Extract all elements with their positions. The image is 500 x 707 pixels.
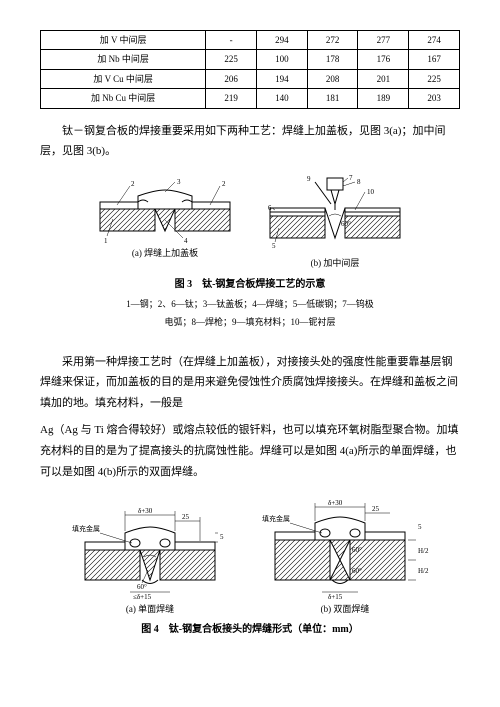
fig3b-svg: 60° 5 6 7 8 9 10 <box>265 174 405 254</box>
figure-4b: 60° 60° δ+30 25 5 H/2 H/2 填充金属 δ+15 (b) … <box>260 495 430 616</box>
svg-text:2: 2 <box>222 180 226 188</box>
filler-label: 填充金属 <box>72 524 100 533</box>
cell: - <box>206 31 257 50</box>
cell: 225 <box>206 50 257 69</box>
cell: 189 <box>358 89 409 108</box>
cell: 176 <box>358 50 409 69</box>
svg-text:60°: 60° <box>352 567 362 575</box>
dim-dd15: ≤δ+15 <box>133 593 152 600</box>
fig4a-svg: 60° δ+30 25 5 填充金属 ≤δ+15 <box>70 495 230 600</box>
cell: 178 <box>307 50 358 69</box>
fig4b-label: (b) 双面焊缝 <box>260 602 430 616</box>
figure-4-row: 60° δ+30 25 5 填充金属 ≤δ+15 (a) 单面焊缝 <box>40 495 460 616</box>
dim-h2b: H/2 <box>418 567 429 575</box>
svg-text:1: 1 <box>104 237 108 244</box>
filler-label-b: 填充金属 <box>262 514 290 523</box>
fig3-legend1: 1—钢；2、6—钛；3—钛盖板；4—焊缝；5—低碳钢；7—钨极 <box>40 297 460 311</box>
svg-text:7: 7 <box>349 174 353 182</box>
cell: 294 <box>256 31 307 50</box>
svg-text:8: 8 <box>357 178 361 186</box>
cell: 201 <box>358 69 409 88</box>
cell-label: 加 V Cu 中间层 <box>41 69 206 88</box>
table-row: 加 Nb Cu 中间层 219 140 181 189 203 <box>41 89 460 108</box>
svg-text:9: 9 <box>307 175 311 183</box>
table-row: 加 V Cu 中间层 206 194 208 201 225 <box>41 69 460 88</box>
fig4b-svg: 60° 60° δ+30 25 5 H/2 H/2 填充金属 δ+15 <box>260 495 430 600</box>
svg-text:5: 5 <box>272 242 276 250</box>
fig3-caption: 图 3 钛-钢复合板焊接工艺的示意 <box>40 277 460 293</box>
cell: 225 <box>409 69 460 88</box>
svg-text:60°: 60° <box>137 583 147 591</box>
fig3a-svg: 1 2 3 2 4 <box>95 174 235 244</box>
svg-text:6: 6 <box>268 204 272 212</box>
figure-3-row: 1 2 3 2 4 (a) 焊缝上加盖板 <box>40 174 460 270</box>
figure-3a: 1 2 3 2 4 (a) 焊缝上加盖板 <box>95 174 235 270</box>
dim-5b: 5 <box>418 523 422 531</box>
svg-text:4: 4 <box>184 237 188 244</box>
cell: 100 <box>256 50 307 69</box>
figure-4a: 60° δ+30 25 5 填充金属 ≤δ+15 (a) 单面焊缝 <box>70 495 230 616</box>
fig4-caption: 图 4 钛-钢复合板接头的焊缝形式（单位：mm） <box>40 622 460 638</box>
dim-d30b: δ+30 <box>328 499 343 507</box>
paragraph-1: 钛－钢复合板的焊接重要采用如下两种工艺：焊缝上加盖板，见图 3(a)；加中间层，… <box>40 121 460 163</box>
cell: 274 <box>409 31 460 50</box>
svg-text:10: 10 <box>367 188 375 196</box>
fig3a-label: (a) 焊缝上加盖板 <box>95 246 235 260</box>
cell: 167 <box>409 50 460 69</box>
dim-5: 5 <box>220 533 224 541</box>
paragraph-2a: 采用第一种焊接工艺时（在焊缝上加盖板），对接接头处的强度性能重要靠基层钢焊缝来保… <box>40 352 460 415</box>
svg-text:2: 2 <box>131 180 135 188</box>
svg-text:60°: 60° <box>352 546 362 554</box>
cell: 206 <box>206 69 257 88</box>
paragraph-2b: Ag（Ag 与 Ti 熔合得较好）或熔点较低的银钎料，也可以填充环氧树脂型聚合物… <box>40 420 460 483</box>
fig3b-label: (b) 加中间层 <box>265 256 405 270</box>
dim-25: 25 <box>182 513 190 521</box>
fig4a-label: (a) 单面焊缝 <box>70 602 230 616</box>
fig3-legend2: 电弧；8—焊枪；9—填充材料；10—铌衬层 <box>40 315 460 329</box>
cell-label: 加 Nb 中间层 <box>41 50 206 69</box>
cell-label: 加 Nb Cu 中间层 <box>41 89 206 108</box>
cell: 140 <box>256 89 307 108</box>
svg-text:60°: 60° <box>341 220 351 228</box>
cell: 277 <box>358 31 409 50</box>
dim-d30: δ+30 <box>138 507 153 515</box>
dim-25b: 25 <box>372 505 380 513</box>
cell: 272 <box>307 31 358 50</box>
cell: 219 <box>206 89 257 108</box>
dim-d15b: δ+15 <box>328 593 343 600</box>
data-table: 加 V 中间层 - 294 272 277 274 加 Nb 中间层 225 1… <box>40 30 460 109</box>
cell: 208 <box>307 69 358 88</box>
figure-3b: 60° 5 6 7 8 9 10 (b) 加中间层 <box>265 174 405 270</box>
cell: 194 <box>256 69 307 88</box>
cell: 203 <box>409 89 460 108</box>
svg-text:3: 3 <box>177 178 181 186</box>
table-row: 加 Nb 中间层 225 100 178 176 167 <box>41 50 460 69</box>
cell: 181 <box>307 89 358 108</box>
dim-h2: H/2 <box>418 547 429 555</box>
table-row: 加 V 中间层 - 294 272 277 274 <box>41 31 460 50</box>
cell-label: 加 V 中间层 <box>41 31 206 50</box>
